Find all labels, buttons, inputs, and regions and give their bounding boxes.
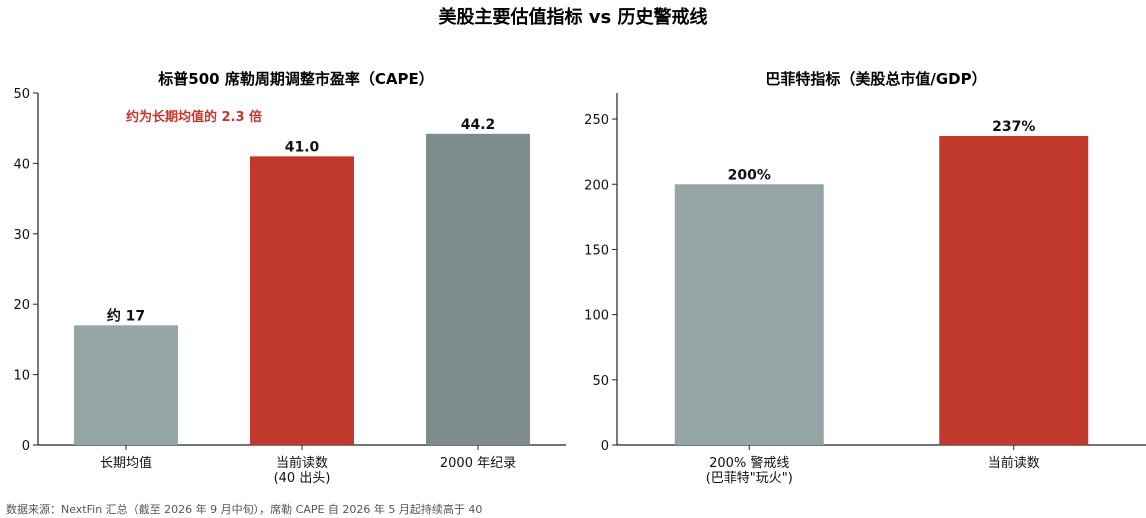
cape-bar — [426, 133, 530, 445]
cape-y-tick-label: 30 — [13, 228, 30, 243]
source-footnote: 数据来源：NextFin 汇总（截至 2026 年 9 月中旬），席勒 CAPE… — [6, 502, 482, 516]
cape-chart: 标普500 席勒周期调整市盈率（CAPE） 0 10 20 30 40 50 约 17 长期均… — [13, 70, 566, 486]
buffett-y-tick-label: 150 — [584, 243, 609, 258]
cape-bar-value-label: 41.0 — [285, 139, 320, 155]
cape-y-tick-label: 50 — [13, 87, 30, 102]
cape-annotation: 约为长期均值的 2.3 倍 — [126, 109, 262, 125]
cape-chart-title: 标普500 席勒周期调整市盈率（CAPE） — [157, 70, 433, 88]
cape-y-tick-label: 0 — [22, 439, 30, 454]
cape-category-label: (40 出头) — [274, 471, 331, 486]
cape-category-label: 长期均值 — [100, 455, 152, 471]
buffett-chart: 巴菲特指标（美股总市值/GDP） 0 50 100 150 200 250 200% 200%… — [584, 70, 1146, 486]
cape-bar-value-label: 44.2 — [461, 117, 496, 133]
buffett-y-tick-label: 100 — [584, 309, 609, 324]
buffett-y-tick-label: 200 — [584, 178, 609, 193]
cape-y-tick-label: 10 — [13, 369, 30, 384]
buffett-bar — [939, 136, 1089, 445]
buffett-chart-title: 巴菲特指标（美股总市值/GDP） — [765, 70, 986, 88]
cape-category-label: 2000 年纪录 — [440, 456, 516, 471]
buffett-category-label: (巴菲特"玩火") — [706, 471, 793, 486]
buffett-y-tick-label: 50 — [592, 374, 609, 389]
cape-y-tick-label: 20 — [13, 298, 30, 313]
cape-bar — [250, 156, 354, 446]
buffett-bar — [674, 184, 824, 445]
buffett-bar-value-label: 237% — [992, 119, 1035, 135]
cape-bar — [74, 325, 178, 445]
buffett-category-label: 当前读数 — [988, 455, 1040, 471]
figure-title: 美股主要估值指标 vs 历史警戒线 — [439, 6, 708, 28]
cape-category-label: 当前读数 — [276, 455, 328, 471]
buffett-y-tick-label: 0 — [601, 439, 609, 454]
buffett-category-label: 200% 警戒线 — [709, 455, 789, 471]
buffett-y-tick-label: 250 — [584, 113, 609, 128]
buffett-bar-value-label: 200% — [728, 167, 771, 183]
cape-y-tick-label: 40 — [13, 157, 30, 172]
cape-bar-value-label: 约 17 — [107, 307, 145, 324]
